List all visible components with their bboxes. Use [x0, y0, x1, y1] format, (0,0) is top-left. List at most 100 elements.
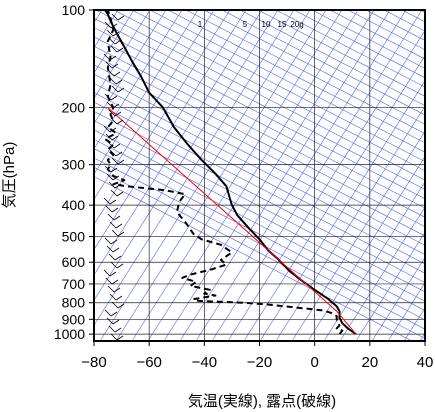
adiabat-line — [149, 10, 425, 153]
adiabat-line — [94, 10, 263, 276]
wind-barb — [113, 287, 121, 293]
adiabat-line — [94, 120, 425, 293]
wind-barb — [111, 135, 119, 141]
wind-barb — [110, 23, 118, 29]
grid-lines — [94, 10, 425, 341]
wind-barb — [109, 293, 117, 301]
wind-barb — [108, 109, 116, 117]
y-tick-label: 500 — [62, 229, 86, 245]
wind-barb — [112, 31, 120, 37]
adiabat-line — [94, 17, 425, 190]
adiabat-line — [94, 27, 425, 200]
wind-barb — [110, 261, 118, 269]
wind-barb — [111, 63, 119, 69]
wind-barb — [116, 335, 124, 341]
wind-barb — [116, 191, 124, 197]
parcel-path-line — [107, 107, 357, 335]
wind-barb — [103, 53, 111, 61]
wind-barb — [113, 143, 121, 149]
adiabat-line — [275, 105, 425, 341]
x-tick-label: 20 — [361, 354, 378, 371]
mixing-ratio-label: 1 — [198, 20, 203, 29]
wind-barb — [106, 245, 114, 253]
wind-barb — [108, 37, 116, 45]
adiabat-line — [401, 10, 425, 23]
adiabat-line — [94, 10, 199, 175]
adiabat-line — [203, 10, 425, 125]
wind-barb — [116, 263, 124, 269]
adiabat-line — [147, 10, 359, 341]
wind-barb — [107, 69, 115, 77]
adiabat-line — [383, 10, 425, 32]
wind-barb — [106, 101, 114, 109]
adiabat-line — [163, 10, 375, 341]
wind-barb — [112, 247, 120, 253]
wind-barb — [111, 13, 119, 21]
y-tick-label: 200 — [62, 100, 86, 116]
wind-barb — [105, 61, 113, 69]
x-tick-label: −80 — [81, 354, 106, 371]
adiabat-line — [94, 10, 231, 225]
adiabat-line — [94, 55, 425, 228]
mixing-ratio-label: 10 — [262, 20, 271, 29]
wind-barb — [108, 181, 116, 189]
wind-barb — [111, 229, 119, 237]
wind-barb — [115, 223, 123, 229]
adiabat-line — [257, 10, 425, 97]
x-tick-label: −60 — [136, 354, 161, 371]
wind-barb — [106, 29, 114, 37]
adiabat-line — [94, 92, 425, 265]
x-tick-label: −40 — [192, 354, 217, 371]
adiabat-line — [94, 10, 279, 301]
adiabat-line — [293, 10, 425, 79]
wind-barb — [104, 165, 112, 173]
adiabat-line — [115, 10, 327, 341]
adiabat-line — [94, 10, 247, 251]
wind-barb — [111, 301, 119, 309]
wind-barb — [110, 311, 118, 317]
adiabat-line — [94, 166, 425, 339]
wind-barb — [117, 159, 125, 165]
wind-barb — [104, 93, 112, 101]
mixing-ratio-labels: 1 5 10 15 20g — [198, 20, 304, 29]
wind-barb — [108, 325, 116, 333]
wind-barb — [112, 319, 120, 325]
adiabat-line — [221, 10, 425, 116]
wind-barb — [107, 141, 115, 149]
wind-barb — [117, 303, 125, 309]
wind-barb — [111, 279, 119, 285]
adiabat-line — [387, 282, 425, 341]
y-tick-label: 100 — [62, 2, 86, 18]
wind-barb — [110, 45, 118, 53]
y-tick-label: 800 — [62, 295, 86, 311]
adiabat-line — [94, 157, 425, 330]
wind-barb — [104, 237, 112, 245]
wind-barb — [114, 183, 122, 189]
adiabat-line — [311, 10, 425, 69]
wind-barb — [108, 253, 116, 261]
wind-barb — [109, 127, 117, 133]
wind-barb — [110, 95, 118, 101]
adiabat-line — [355, 231, 425, 341]
wind-barb — [105, 133, 113, 141]
profile-series — [104, 10, 357, 335]
y-axis-label: 気圧(hPa) — [1, 142, 18, 209]
wind-barb — [117, 15, 125, 21]
adiabat-line — [94, 176, 413, 341]
wind-barb — [113, 215, 121, 221]
wind-barb — [107, 285, 115, 293]
wind-barb — [109, 55, 117, 61]
wind-barb — [111, 85, 119, 93]
adiabat-line — [239, 10, 425, 107]
adiabat-line — [307, 156, 425, 341]
wind-barb — [103, 197, 111, 205]
wind-barb — [110, 117, 118, 125]
y-tick-label: 300 — [62, 157, 86, 173]
adiabat-line — [179, 10, 391, 341]
y-tick-label: 600 — [62, 254, 86, 270]
wind-barb — [110, 167, 118, 173]
wind-barb — [117, 87, 125, 93]
wind-barb — [104, 309, 112, 317]
adiabat-line — [259, 80, 425, 341]
adiabat-line — [275, 10, 425, 88]
